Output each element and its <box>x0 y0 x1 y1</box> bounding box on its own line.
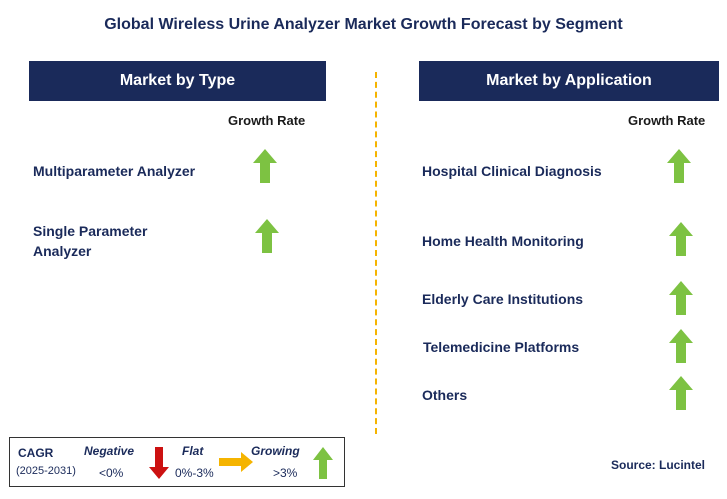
application-item-telemedicine: Telemedicine Platforms <box>423 339 580 355</box>
market-by-application-header: Market by Application <box>419 61 719 101</box>
left-growth-rate-label: Growth Rate <box>228 113 306 128</box>
growing-arrow-icon <box>669 222 693 256</box>
type-item-single-parameter-line2: Analyzer <box>33 243 92 259</box>
flat-arrow-icon <box>219 452 253 472</box>
legend-negative-range: <0% <box>99 466 124 480</box>
type-item-multiparameter: Multiparameter Analyzer <box>33 163 196 179</box>
market-by-type-header: Market by Type <box>29 61 326 101</box>
type-item-single-parameter: Single Parameter Analyzer <box>33 221 147 261</box>
page-title: Global Wireless Urine Analyzer Market Gr… <box>104 16 623 33</box>
growing-arrow-icon <box>669 376 693 410</box>
negative-arrow-icon <box>149 447 169 479</box>
growing-arrow-icon <box>669 281 693 315</box>
growing-arrow-icon <box>253 149 277 183</box>
application-item-elderly-care: Elderly Care Institutions <box>422 291 584 307</box>
growing-arrow-icon <box>667 149 691 183</box>
legend-flat-range: 0%-3% <box>175 466 214 480</box>
growing-arrow-icon <box>669 329 693 363</box>
application-item-others: Others <box>422 387 468 403</box>
legend-growing-range: >3% <box>273 466 298 480</box>
panel-divider <box>375 72 377 434</box>
growing-arrow-icon <box>313 447 333 479</box>
source-credit: Source: Lucintel <box>610 458 705 472</box>
cagr-legend: CAGR (2025-2031) Negative <0% Flat 0%-3%… <box>9 437 345 487</box>
application-item-hospital: Hospital Clinical Diagnosis <box>422 163 602 179</box>
right-growth-rate-label: Growth Rate <box>628 113 706 128</box>
legend-flat-label: Flat <box>182 444 204 458</box>
legend-negative-label: Negative <box>84 444 135 458</box>
type-item-single-parameter-line1: Single Parameter <box>33 223 148 239</box>
application-item-home-health: Home Health Monitoring <box>422 233 584 249</box>
legend-cagr-label: CAGR <box>18 446 54 460</box>
growing-arrow-icon <box>255 219 279 253</box>
legend-growing-label: Growing <box>251 444 300 458</box>
legend-period: (2025-2031) <box>16 465 76 477</box>
